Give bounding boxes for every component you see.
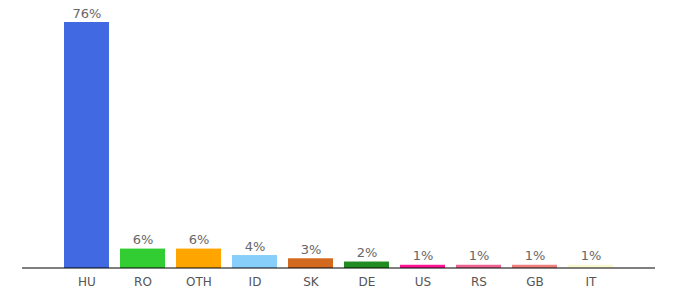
svg-text:1%: 1% [469, 248, 490, 263]
svg-text:4%: 4% [245, 239, 266, 254]
svg-text:6%: 6% [133, 232, 154, 247]
svg-text:3%: 3% [301, 242, 322, 257]
svg-text:RS: RS [471, 275, 487, 289]
svg-text:GB: GB [526, 275, 544, 289]
svg-text:RO: RO [134, 275, 152, 289]
svg-text:6%: 6% [189, 232, 210, 247]
svg-text:ID: ID [249, 275, 262, 289]
svg-text:76%: 76% [73, 6, 102, 21]
svg-text:DE: DE [359, 275, 376, 289]
svg-text:2%: 2% [357, 245, 378, 260]
svg-text:IT: IT [586, 275, 598, 289]
svg-text:1%: 1% [413, 248, 434, 263]
svg-text:OTH: OTH [186, 275, 212, 289]
svg-text:SK: SK [303, 275, 320, 289]
svg-text:HU: HU [78, 275, 96, 289]
svg-text:1%: 1% [581, 248, 602, 263]
svg-text:US: US [415, 275, 431, 289]
svg-text:1%: 1% [525, 248, 546, 263]
